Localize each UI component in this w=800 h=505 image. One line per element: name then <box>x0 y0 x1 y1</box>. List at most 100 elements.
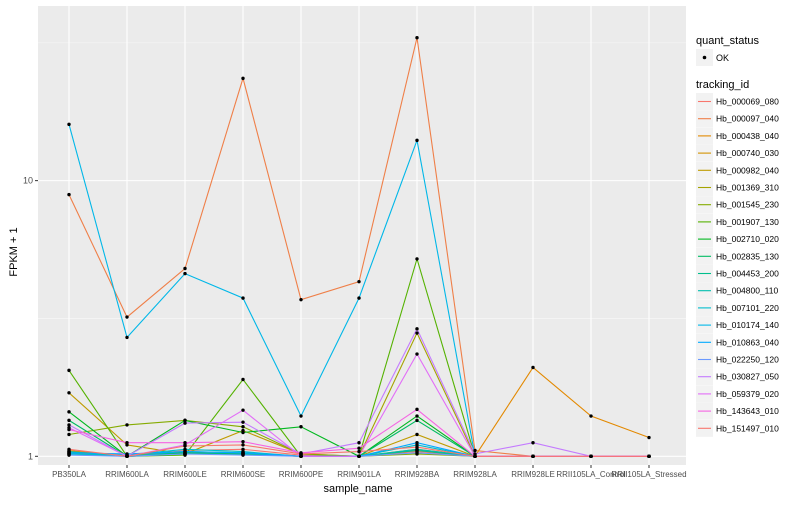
data-point <box>183 444 187 448</box>
data-point <box>67 451 71 455</box>
data-point <box>299 414 303 418</box>
data-point <box>299 297 303 302</box>
plot-background <box>38 6 686 465</box>
data-point <box>125 315 129 319</box>
data-point <box>67 447 71 452</box>
legend-label-hb-002835-130: Hb_002835_130 <box>716 251 779 261</box>
legend-title-quant-status: quant_status <box>696 35 759 47</box>
legend-label-hb-030827-050: Hb_030827_050 <box>716 372 779 382</box>
data-points <box>67 35 651 459</box>
data-point <box>183 271 187 276</box>
data-point <box>415 327 419 331</box>
data-point <box>67 418 71 423</box>
data-point <box>415 445 419 449</box>
legend-label-hb-010863-040: Hb_010863_040 <box>716 337 779 347</box>
legend-label-hb-007101-220: Hb_007101_220 <box>716 303 779 313</box>
legend-label-hb-002710-020: Hb_002710_020 <box>716 234 779 244</box>
data-point <box>67 427 71 432</box>
data-point <box>241 439 245 444</box>
data-point <box>67 391 71 395</box>
x-tick-label: RRIM600LA <box>105 470 149 479</box>
legend-label-hb-004453-200: Hb_004453_200 <box>716 269 779 279</box>
legend-label-hb-059379-020: Hb_059379_020 <box>716 389 779 399</box>
x-tick-label: RRIM928BA <box>395 470 440 479</box>
data-point <box>357 441 361 445</box>
data-point <box>241 296 245 300</box>
axes: 1 10 PB350LA RRIM600LA RRIM600LE RRIM600SE RRI… <box>23 176 687 479</box>
data-point <box>415 451 419 455</box>
grid-lines <box>38 6 686 465</box>
data-point <box>357 279 361 284</box>
data-point <box>125 423 129 427</box>
x-tick-label: RRII105LA_Stressed <box>611 470 686 479</box>
data-point <box>67 410 71 414</box>
data-point <box>125 441 129 445</box>
legend-label-hb-000740-030: Hb_000740_030 <box>716 148 779 158</box>
data-point <box>67 423 71 427</box>
data-point <box>531 365 535 370</box>
legend-label-quant-ok: OK <box>716 53 729 63</box>
legend: quant_status OK tracking_id Hb_000069_08… <box>696 35 779 437</box>
data-point <box>183 452 187 456</box>
x-axis-title: sample_name <box>323 483 392 495</box>
y-axis-title: FPKM + 1 <box>8 227 20 276</box>
data-point <box>125 454 129 459</box>
data-point <box>241 453 245 457</box>
data-point <box>415 331 419 335</box>
data-point <box>241 76 245 81</box>
data-point <box>183 449 187 454</box>
data-point <box>473 454 477 459</box>
data-point <box>473 452 477 456</box>
x-tick-label: RRIM901LA <box>337 470 381 479</box>
x-tick-label: PB350LA <box>52 470 86 479</box>
y-tick-label: 1 <box>28 451 33 461</box>
legend-label-hb-001907-130: Hb_001907_130 <box>716 217 779 227</box>
data-point <box>357 449 361 454</box>
data-point <box>531 441 535 445</box>
x-tick-label: RRIM600PE <box>279 470 323 479</box>
data-point <box>241 377 245 382</box>
x-tick-label: RRIM600SE <box>221 470 265 479</box>
data-point <box>415 257 419 261</box>
data-point <box>415 414 419 418</box>
data-point <box>357 446 361 450</box>
legend-label-hb-022250-120: Hb_022250_120 <box>716 355 779 365</box>
data-point <box>415 35 419 40</box>
legend-label-hb-000982-040: Hb_000982_040 <box>716 165 779 175</box>
data-point <box>473 448 477 453</box>
data-point <box>183 441 187 445</box>
data-point <box>299 425 303 429</box>
data-point <box>589 414 593 418</box>
x-tick-label: RRIM928LE <box>511 470 555 479</box>
data-point <box>299 452 303 456</box>
data-point <box>647 454 651 459</box>
data-point <box>531 454 535 459</box>
data-point <box>241 430 245 435</box>
data-point <box>415 441 419 445</box>
data-point <box>415 352 419 356</box>
data-point <box>241 408 245 412</box>
data-point <box>67 453 71 457</box>
legend-point-icon <box>702 55 707 60</box>
data-point <box>67 432 71 437</box>
data-point <box>183 266 187 271</box>
data-point <box>647 435 651 440</box>
legend-quant-status-entries: OK <box>696 49 729 66</box>
data-point <box>183 421 187 425</box>
data-point <box>299 454 303 459</box>
data-point <box>241 451 245 455</box>
data-point <box>357 454 361 459</box>
legend-label-hb-000438-040: Hb_000438_040 <box>716 131 779 141</box>
data-point <box>415 432 419 437</box>
legend-title-tracking-id: tracking_id <box>696 79 749 91</box>
legend-tracking-id-entries: Hb_000069_080 Hb_000097_040 Hb_000438_040 H… <box>696 93 779 437</box>
y-tick-label: 10 <box>23 176 33 186</box>
data-point <box>67 368 71 373</box>
data-point <box>241 443 245 447</box>
legend-label-hb-000097-040: Hb_000097_040 <box>716 114 779 124</box>
data-point <box>125 335 129 340</box>
data-point <box>589 454 593 459</box>
legend-label-hb-004800-110: Hb_004800_110 <box>716 286 779 296</box>
legend-label-hb-001369-310: Hb_001369_310 <box>716 183 779 193</box>
